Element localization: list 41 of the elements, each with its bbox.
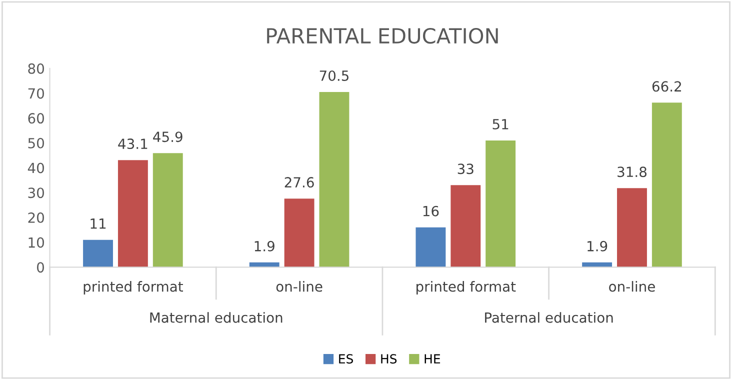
data-label: 31.8 [618, 166, 647, 178]
bar [319, 92, 350, 268]
bar [83, 240, 113, 268]
bar [416, 227, 446, 268]
y-tick-label: 50 [28, 138, 44, 148]
legend-label: HS [381, 354, 397, 364]
data-label: 51 [492, 119, 508, 130]
y-tick-label: 70 [28, 88, 44, 99]
data-label: 16 [423, 206, 439, 216]
y-tick-label: 80 [28, 63, 44, 74]
y-tick-label: 0 [36, 262, 44, 273]
data-label: 1.9 [254, 240, 274, 252]
y-tick-label: 30 [28, 188, 44, 198]
data-label: 27.6 [284, 177, 314, 188]
bar [617, 188, 647, 268]
y-tick-label: 10 [28, 237, 44, 248]
legend-label: ES [339, 354, 353, 364]
text: Maternal education [150, 312, 282, 323]
bar [652, 102, 682, 268]
data-label: 66.2 [652, 81, 681, 92]
data-label: 45.9 [153, 132, 182, 142]
bar [118, 160, 148, 268]
data-label: 33 [458, 164, 474, 174]
data-label: 11 [90, 218, 106, 229]
y-tick-label: 60 [28, 113, 44, 124]
text: Paternal education [485, 312, 613, 323]
data-label: 43.1 [118, 138, 148, 150]
bar [152, 153, 183, 268]
chart-title: PARENTAL EDUCATION [267, 28, 498, 44]
data-label: 70.5 [320, 70, 348, 81]
x-tick-label: printed format [416, 281, 516, 294]
y-tick-label: 40 [28, 162, 44, 174]
bar [450, 185, 481, 268]
y-tick-label: 20 [28, 212, 44, 223]
bar [486, 140, 516, 268]
data-label: 1.9 [588, 240, 608, 252]
x-tick-label: printed format [84, 281, 183, 294]
bar [284, 198, 314, 268]
x-tick-label: on-line [276, 281, 322, 292]
x-tick-label: on-line [609, 281, 655, 292]
legend-label: HE [424, 354, 440, 364]
